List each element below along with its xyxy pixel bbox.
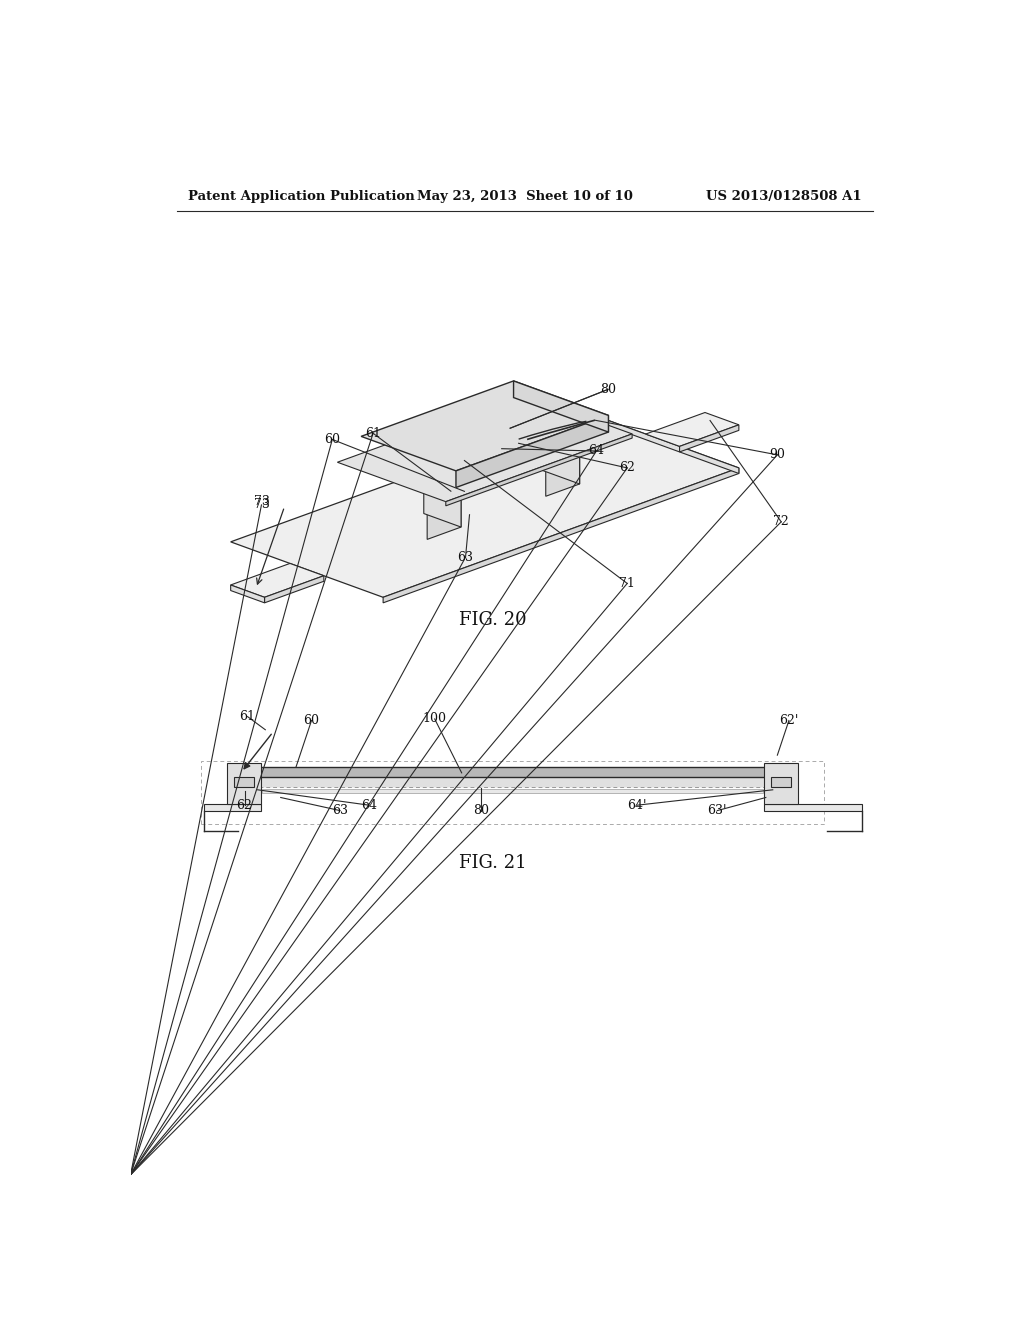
Polygon shape	[456, 416, 608, 487]
Text: FIG. 21: FIG. 21	[459, 854, 526, 873]
Text: 64': 64'	[628, 799, 647, 812]
FancyBboxPatch shape	[764, 763, 798, 804]
Polygon shape	[390, 461, 461, 487]
FancyBboxPatch shape	[262, 789, 763, 793]
Text: 72: 72	[773, 515, 790, 528]
Text: 100: 100	[423, 713, 446, 726]
Text: May 23, 2013  Sheet 10 of 10: May 23, 2013 Sheet 10 of 10	[417, 190, 633, 203]
FancyBboxPatch shape	[204, 804, 261, 812]
FancyBboxPatch shape	[259, 777, 766, 787]
Polygon shape	[373, 447, 478, 486]
Text: 64: 64	[589, 445, 604, 458]
FancyBboxPatch shape	[233, 776, 254, 788]
Text: FIG. 20: FIG. 20	[459, 611, 526, 630]
Text: 62: 62	[620, 462, 635, 474]
Polygon shape	[546, 424, 597, 450]
Text: 80: 80	[473, 804, 488, 817]
Polygon shape	[587, 412, 739, 474]
Text: 80: 80	[600, 383, 616, 396]
Polygon shape	[646, 412, 739, 446]
Polygon shape	[361, 381, 608, 471]
Text: 61: 61	[240, 710, 256, 723]
Polygon shape	[424, 461, 461, 527]
Text: 63: 63	[332, 804, 348, 817]
Polygon shape	[427, 467, 478, 492]
Polygon shape	[434, 424, 536, 461]
Text: 60: 60	[325, 433, 340, 446]
Text: 64: 64	[361, 799, 377, 812]
Polygon shape	[680, 425, 739, 451]
Polygon shape	[509, 417, 580, 444]
Polygon shape	[337, 395, 632, 502]
Polygon shape	[383, 469, 739, 603]
Polygon shape	[230, 585, 264, 603]
Polygon shape	[230, 564, 324, 598]
Polygon shape	[230, 412, 739, 598]
FancyBboxPatch shape	[764, 804, 862, 812]
Text: Patent Application Publication: Patent Application Publication	[188, 190, 415, 203]
FancyBboxPatch shape	[771, 776, 792, 788]
FancyBboxPatch shape	[240, 767, 785, 776]
Polygon shape	[543, 405, 597, 432]
Text: 62': 62'	[779, 714, 799, 727]
Text: 61: 61	[366, 426, 381, 440]
Text: US 2013/0128508 A1: US 2013/0128508 A1	[707, 190, 862, 203]
Text: 73: 73	[254, 495, 269, 508]
Polygon shape	[492, 405, 597, 442]
Polygon shape	[543, 417, 580, 484]
Polygon shape	[445, 434, 632, 506]
Polygon shape	[514, 381, 608, 432]
Polygon shape	[546, 432, 580, 496]
Text: 60: 60	[303, 714, 319, 727]
Text: 63': 63'	[708, 804, 727, 817]
Text: 73: 73	[254, 499, 269, 511]
Polygon shape	[427, 474, 461, 540]
Text: 71: 71	[620, 577, 635, 590]
FancyBboxPatch shape	[226, 763, 261, 804]
Polygon shape	[264, 576, 324, 603]
Text: 63: 63	[458, 550, 473, 564]
Text: 62: 62	[237, 799, 253, 812]
Text: 90: 90	[769, 449, 785, 462]
Polygon shape	[424, 447, 478, 474]
